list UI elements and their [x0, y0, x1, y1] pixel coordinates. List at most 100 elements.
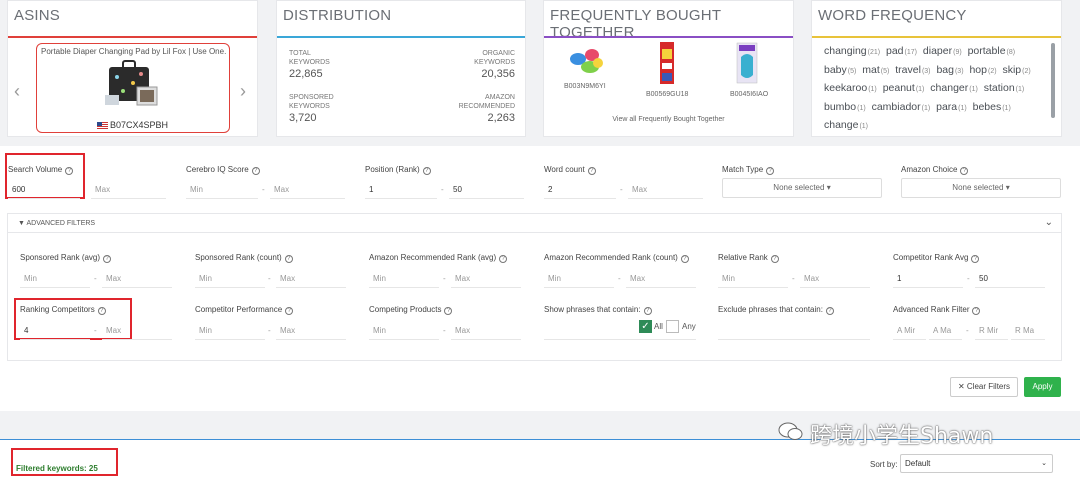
fbt-item-code[interactable]: B0045I6IAO — [730, 91, 769, 98]
word-frequency-word[interactable]: diaper — [922, 45, 953, 57]
help-icon: ? — [285, 307, 294, 315]
help-icon: ? — [65, 167, 74, 175]
search-volume-min-input[interactable]: 600 — [8, 179, 80, 199]
filtered-keywords-highlight — [11, 448, 118, 476]
word-frequency-word[interactable]: bag — [936, 63, 954, 76]
amz-rec-rank-avg-max-input[interactable]: Max — [451, 268, 521, 288]
competitor-performance-max-input[interactable]: Max — [276, 320, 346, 340]
any-checkbox-label: Any — [682, 322, 696, 331]
exclude-phrases-label: Exclude phrases that contain:? — [718, 305, 834, 315]
help-icon: ? — [97, 307, 106, 315]
asin-product-tile[interactable]: Portable Diaper Changing Pad by Lil Fox … — [36, 43, 230, 133]
wipes-product-icon[interactable] — [659, 41, 675, 85]
competitor-performance-min-input[interactable]: Min — [195, 320, 265, 340]
word-frequency-word[interactable]: keekaroo — [824, 82, 868, 94]
word-frequency-word[interactable]: changing — [824, 45, 867, 57]
cerebro-iq-min-input[interactable]: Min — [186, 179, 258, 199]
position-rank-label: Position (Rank)? — [365, 165, 431, 175]
range-dash: - — [262, 185, 265, 194]
search-volume-max-input[interactable]: Max — [91, 179, 166, 199]
a-max-input[interactable]: A Ma — [929, 320, 962, 340]
sponsored-rank-avg-max-input[interactable]: Max — [102, 268, 172, 288]
all-checkbox[interactable]: ✓ — [639, 320, 652, 333]
help-icon: ? — [587, 167, 596, 175]
r-min-input[interactable]: R Mir — [975, 320, 1008, 340]
word-frequency-scrollbar[interactable] — [1051, 43, 1055, 118]
caret-down-icon: ▾ — [1005, 183, 1010, 192]
word-frequency-word[interactable]: pad — [886, 45, 904, 57]
competitor-rank-avg-max-input[interactable]: 50 — [975, 268, 1045, 288]
word-count-max-input[interactable]: Max — [628, 179, 703, 199]
a-min-input[interactable]: A Mir — [893, 320, 926, 340]
help-icon: ? — [960, 167, 969, 175]
toy-product-icon[interactable] — [566, 45, 606, 77]
amz-rec-rank-count-max-input[interactable]: Max — [626, 268, 696, 288]
fbt-item-code[interactable]: B003N9M6YI — [564, 83, 606, 90]
competing-products-max-input[interactable]: Max — [451, 320, 521, 340]
clear-filters-button[interactable]: ✕ Clear Filters — [950, 377, 1018, 397]
relative-rank-min-input[interactable]: Min — [718, 268, 788, 288]
competitor-rank-avg-min-input[interactable]: 1 — [893, 268, 963, 288]
word-frequency-word[interactable]: travel — [895, 63, 921, 76]
total-keywords-value: 22,865 — [289, 68, 323, 80]
word-frequency-count: (1) — [969, 86, 978, 93]
word-frequency-word[interactable]: skip — [1002, 63, 1022, 76]
cerebro-iq-max-input[interactable]: Max — [270, 179, 345, 199]
ranking-competitors-max-input[interactable]: Max — [102, 320, 172, 340]
word-frequency-word[interactable]: cambiador — [871, 100, 921, 113]
sponsored-rank-count-min-input[interactable]: Min — [195, 268, 265, 288]
help-icon: ? — [770, 255, 779, 263]
range-dash: - — [792, 274, 795, 283]
word-frequency-word[interactable]: station — [983, 82, 1015, 94]
show-phrases-input[interactable] — [544, 320, 696, 340]
advanced-filters-toggle[interactable]: ▼ ADVANCED FILTERS ⌄ — [7, 213, 1062, 233]
word-frequency-word[interactable]: portable — [967, 45, 1006, 57]
chevron-right-icon[interactable]: › — [240, 81, 246, 101]
competing-products-min-input[interactable]: Min — [369, 320, 439, 340]
word-frequency-word[interactable]: para — [936, 100, 958, 113]
view-all-fbt-link[interactable]: View all Frequently Bought Together — [612, 116, 725, 123]
sponsored-rank-avg-min-input[interactable]: Min — [20, 268, 90, 288]
word-frequency-count: (1) — [859, 123, 869, 130]
any-checkbox[interactable] — [666, 320, 679, 333]
word-frequency-word[interactable]: bebes — [972, 100, 1002, 113]
match-type-select[interactable]: None selected ▾ — [722, 178, 882, 198]
amz-rec-rank-avg-min-input[interactable]: Min — [369, 268, 439, 288]
word-frequency-word[interactable]: bumbo — [824, 100, 857, 113]
r-max-input[interactable]: R Ma — [1011, 320, 1045, 340]
relative-rank-max-input[interactable]: Max — [800, 268, 870, 288]
sort-by-select[interactable]: Default ⌄ — [900, 454, 1053, 473]
asin-code: B07CX4SPBH — [97, 120, 168, 130]
word-frequency-word[interactable]: baby — [824, 63, 847, 76]
fbt-item-code[interactable]: B00569GU18 — [646, 91, 689, 98]
fbt-accent-bar — [544, 36, 793, 38]
apply-button[interactable]: Apply — [1024, 377, 1061, 397]
word-frequency-count: (5) — [847, 67, 857, 75]
word-count-min-input[interactable]: 2 — [544, 179, 616, 199]
word-frequency-count: (3) — [954, 67, 964, 75]
position-rank-min-input[interactable]: 1 — [365, 179, 437, 199]
word-frequency-count: (1) — [868, 86, 877, 93]
teether-product-icon[interactable] — [735, 41, 759, 85]
sponsored-rank-avg-label: Sponsored Rank (avg)? — [20, 253, 112, 263]
word-frequency-word[interactable]: changer — [930, 82, 969, 94]
competitor-rank-avg-label: Competitor Rank Avg? — [893, 253, 980, 263]
word-frequency-word[interactable]: change — [824, 119, 859, 131]
word-frequency-word[interactable]: peanut — [882, 82, 915, 94]
advanced-rank-filter-label: Advanced Rank Filter? — [893, 305, 981, 315]
word-frequency-word[interactable]: hop — [969, 63, 987, 76]
chevron-left-icon[interactable]: ‹ — [14, 81, 20, 101]
word-frequency-card: WORD FREQUENCY changing(21) pad(17) diap… — [811, 0, 1062, 137]
amazon-choice-select[interactable]: None selected ▾ — [901, 178, 1061, 198]
word-frequency-word[interactable]: mat — [862, 63, 880, 76]
amz-rec-rank-count-min-input[interactable]: Min — [544, 268, 614, 288]
ranking-competitors-min-input[interactable]: 4 — [20, 320, 90, 340]
position-rank-max-input[interactable]: 50 — [449, 179, 524, 199]
exclude-phrases-input[interactable] — [718, 320, 870, 340]
range-dash: - — [441, 185, 444, 194]
competing-products-label: Competing Products? — [369, 305, 453, 315]
sponsored-rank-count-max-input[interactable]: Max — [276, 268, 346, 288]
range-dash: - — [620, 185, 623, 194]
help-icon: ? — [499, 255, 508, 263]
word-frequency-title: WORD FREQUENCY — [818, 7, 967, 24]
